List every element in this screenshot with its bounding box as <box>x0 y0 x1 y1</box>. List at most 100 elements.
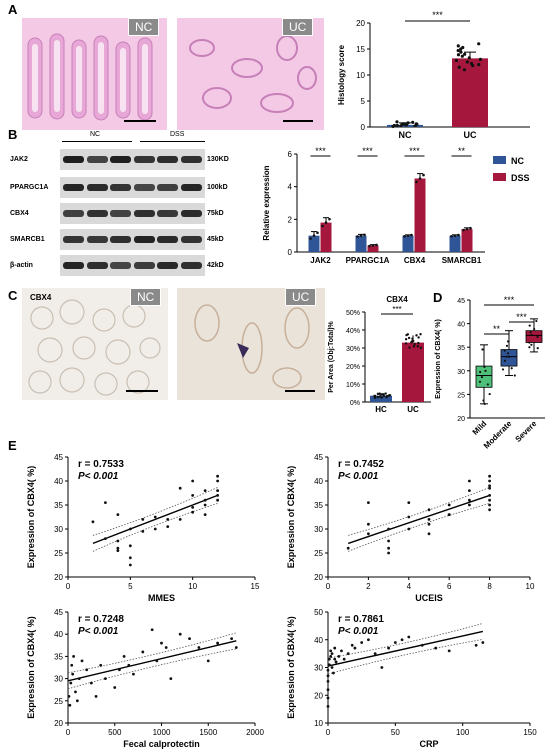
data-point <box>169 677 173 680</box>
data-point <box>367 532 370 536</box>
x-tick-label: 2000 <box>246 728 264 737</box>
data-point <box>407 336 411 340</box>
blot-band <box>180 156 202 163</box>
data-point <box>80 659 84 663</box>
blot-kd-label: 45kD <box>207 236 224 243</box>
data-point <box>321 224 324 228</box>
data-point <box>150 628 154 632</box>
data-point <box>216 474 220 478</box>
data-point <box>94 694 98 698</box>
data-point <box>153 527 157 531</box>
data-point <box>67 694 71 698</box>
data-point <box>465 227 469 231</box>
ihc-marker-label: CBX4 <box>30 293 52 302</box>
data-point <box>153 515 157 519</box>
box-mild <box>475 365 493 388</box>
data-point <box>166 518 170 521</box>
data-point <box>203 498 207 502</box>
histology-image-nc <box>22 18 167 130</box>
correlation-r: r = 0.7248 <box>78 614 124 625</box>
data-point <box>392 123 396 128</box>
data-point <box>410 341 413 344</box>
data-point <box>530 343 533 346</box>
data-point <box>350 643 354 647</box>
y-tick-label: 20 <box>457 416 465 423</box>
y-tick-label: 30 <box>54 675 63 684</box>
y-tick-label: 10% <box>346 382 360 389</box>
data-point <box>380 396 383 399</box>
data-point <box>474 643 478 647</box>
data-point <box>467 56 471 60</box>
data-point <box>128 544 132 548</box>
correlation-r: r = 0.7861 <box>338 614 384 625</box>
data-point <box>378 392 381 396</box>
data-point <box>418 177 422 180</box>
data-point <box>411 120 415 124</box>
data-point <box>89 681 93 685</box>
x-tick-label: 100 <box>456 728 470 737</box>
histology-score-chart: 0 5 10 15 20 Histology score NC UC *** <box>337 10 530 140</box>
data-point <box>178 632 182 636</box>
y-tick-label: 20 <box>314 691 323 700</box>
data-point <box>528 341 531 344</box>
y-tick-label: 0 <box>288 248 293 257</box>
y-tick-label: 40 <box>314 477 323 486</box>
chart-title: CBX4 <box>386 295 408 304</box>
data-point <box>403 234 406 238</box>
data-point <box>104 501 107 504</box>
x-tick-label: 10 <box>188 582 197 591</box>
y-tick-label: 6 <box>288 150 293 159</box>
blot-band <box>133 236 155 243</box>
y-tick-label: 40 <box>54 477 63 486</box>
y-tick-label: 20 <box>54 719 63 728</box>
data-point <box>413 342 416 346</box>
data-point <box>463 52 467 56</box>
data-point <box>395 123 399 128</box>
x-tick-label: 1000 <box>153 728 171 737</box>
data-point <box>506 340 510 343</box>
y-tick-label: 25 <box>54 697 63 706</box>
data-point <box>85 668 89 672</box>
data-point <box>333 657 337 661</box>
confidence-band-lower <box>67 648 237 690</box>
data-point <box>417 336 420 339</box>
data-point <box>333 646 337 650</box>
image-tag-uc: UC <box>285 288 317 306</box>
data-point <box>488 503 491 507</box>
ihc-image-uc <box>177 288 325 400</box>
data-point <box>462 68 467 72</box>
data-point <box>367 522 370 526</box>
data-point <box>529 331 532 334</box>
data-point <box>141 518 145 521</box>
y-tick-label: 35 <box>457 345 465 352</box>
data-point <box>503 349 506 352</box>
y-tick-label: 30% <box>346 346 360 353</box>
blot-kd-label: 100kD <box>207 184 228 191</box>
data-point <box>477 63 481 67</box>
x-tick-label: HC <box>375 405 387 414</box>
data-point <box>405 333 408 337</box>
data-point <box>382 394 386 398</box>
y-tick-label: 4 <box>288 183 293 192</box>
data-point <box>387 551 390 555</box>
box-severe <box>525 330 543 343</box>
data-point <box>488 498 491 502</box>
data-point <box>141 650 145 654</box>
blot-band <box>63 262 84 269</box>
data-point <box>132 672 135 676</box>
data-point <box>326 679 330 683</box>
data-point <box>326 674 330 678</box>
y-tick-label: 2 <box>288 215 293 224</box>
blot-band <box>86 184 108 191</box>
data-point <box>373 652 377 656</box>
x-tick-label: 10 <box>526 582 535 591</box>
data-point <box>216 641 220 645</box>
data-point <box>507 355 511 358</box>
x-axis-label: MMES <box>148 593 175 603</box>
data-point <box>528 346 531 349</box>
bar-uc <box>402 342 424 402</box>
data-point <box>373 394 376 398</box>
data-point <box>415 122 419 126</box>
y-tick-label: 10 <box>314 719 323 728</box>
